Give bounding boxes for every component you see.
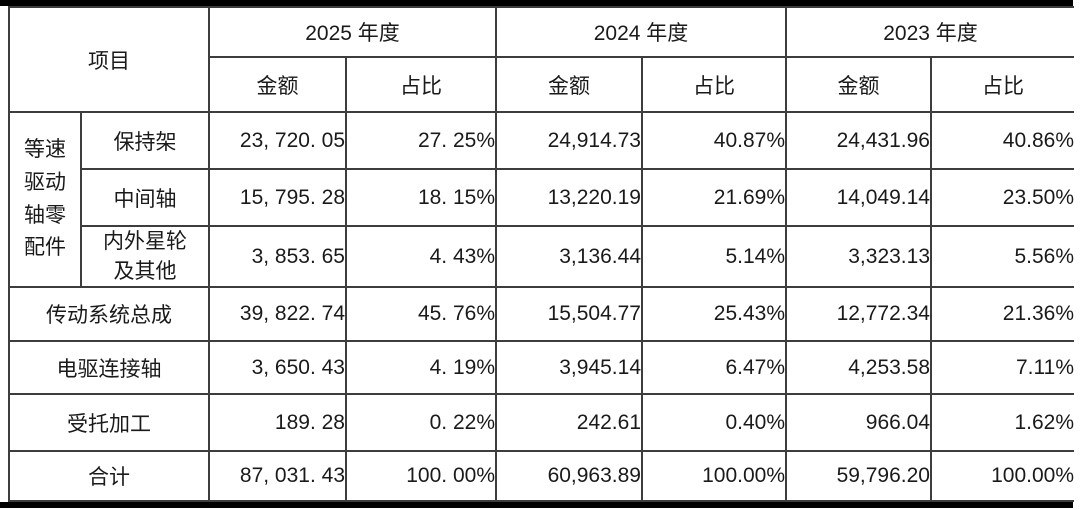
header-year-2023: 2023 年度 [785,6,1074,58]
cell-2024-amount: 3,136.44 [495,225,643,288]
row-label: 受托加工 [8,393,210,452]
cell-2023-amount: 14,049.14 [785,168,932,227]
cell-2025-amount: 3, 853. 65 [208,225,347,288]
row-label: 传动系统总成 [8,286,210,342]
cell-2024-amount: 242.61 [495,393,643,452]
cell-2025-amount: 189. 28 [208,393,347,452]
cell-2024-share: 25.43% [641,286,787,342]
total-label: 合计 [8,450,210,502]
cell-2025-amount: 3, 650. 43 [208,340,347,395]
cell-2023-amount: 12,772.34 [785,286,932,342]
revenue-breakdown-table: 项目 2025 年度 2024 年度 2023 年度 金额 占比 金额 占比 金… [8,6,1074,502]
table-row: 传动系统总成 39, 822. 74 45. 76% 15,504.77 25.… [8,286,1074,342]
cell-2025-amount: 87, 031. 43 [208,450,347,502]
cell-2025-amount: 39, 822. 74 [208,286,347,342]
cell-2023-amount: 4,253.58 [785,340,932,395]
cell-2023-amount: 966.04 [785,393,932,452]
cell-2024-share: 100.00% [641,450,787,502]
cell-2024-share: 5.14% [641,225,787,288]
cell-2023-share: 40.86% [930,111,1074,170]
header-2023-amount: 金额 [785,56,932,113]
group-label: 等速驱动轴零配件 [24,138,66,260]
row-label: 电驱连接轴 [8,340,210,395]
cell-2025-share: 45. 76% [345,286,497,342]
table-row: 中间轴 15, 795. 28 18. 15% 13,220.19 21.69%… [9,168,1074,227]
table-row: 等速驱动轴零配件 保持架 23, 720. 05 27. 25% 24,914.… [8,111,1074,288]
header-year-2025: 2025 年度 [208,6,497,58]
cell-2025-share: 100. 00% [345,450,497,502]
group-label-cell: 等速驱动轴零配件 [8,111,82,288]
header-2024-amount: 金额 [495,56,643,113]
cell-2025-share: 0. 22% [345,393,497,452]
header-2023-share: 占比 [930,56,1074,113]
row-label: 中间轴 [80,168,210,227]
header-2024-share: 占比 [641,56,787,113]
cell-2023-amount: 3,323.13 [785,225,932,288]
cell-2023-share: 21.36% [930,286,1074,342]
cell-2024-amount: 24,914.73 [495,111,643,170]
cell-2025-share: 18. 15% [345,168,497,227]
cell-2024-share: 0.40% [641,393,787,452]
cell-2025-amount: 23, 720. 05 [208,111,347,170]
cell-2023-share: 5.56% [930,225,1074,288]
cell-2025-share: 27. 25% [345,111,497,170]
header-year-2024: 2024 年度 [495,6,787,58]
table-row: 电驱连接轴 3, 650. 43 4. 19% 3,945.14 6.47% 4… [8,340,1074,395]
cell-2024-amount: 13,220.19 [495,168,643,227]
cell-2024-share: 40.87% [641,111,787,170]
total-row: 合计 87, 031. 43 100. 00% 60,963.89 100.00… [8,450,1074,502]
cell-2023-amount: 24,431.96 [785,111,932,170]
cell-2025-share: 4. 19% [345,340,497,395]
header-row-years: 项目 2025 年度 2024 年度 2023 年度 [8,6,1074,113]
header-2025-share: 占比 [345,56,497,113]
cell-2024-amount: 15,504.77 [495,286,643,342]
cell-2023-share: 23.50% [930,168,1074,227]
row-label: 内外星轮及其他 [80,225,210,288]
cell-2024-share: 6.47% [641,340,787,395]
row-label: 保持架 [80,111,210,170]
cell-2023-share: 7.11% [930,340,1074,395]
cell-2023-amount: 59,796.20 [785,450,932,502]
cell-2024-amount: 3,945.14 [495,340,643,395]
header-2025-amount: 金额 [208,56,347,113]
cell-2024-share: 21.69% [641,168,787,227]
cell-2024-amount: 60,963.89 [495,450,643,502]
table-row: 受托加工 189. 28 0. 22% 242.61 0.40% 966.04 … [8,393,1074,452]
cell-2023-share: 100.00% [930,450,1074,502]
table-row: 内外星轮及其他 3, 853. 65 4. 43% 3,136.44 5.14%… [9,225,1074,288]
header-row-measures: 金额 占比 金额 占比 金额 占比 [9,56,1074,113]
cell-2025-amount: 15, 795. 28 [208,168,347,227]
cell-2025-share: 4. 43% [345,225,497,288]
cell-2023-share: 1.62% [930,393,1074,452]
header-project: 项目 [8,6,210,113]
